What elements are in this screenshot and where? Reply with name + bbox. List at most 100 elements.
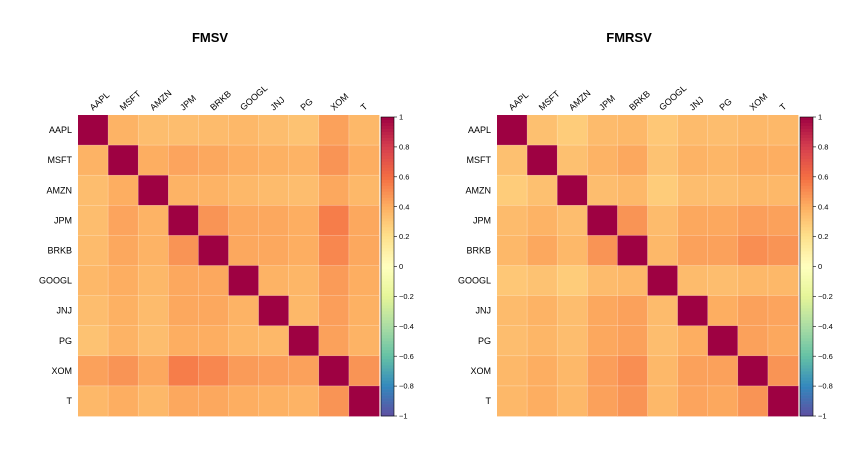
fmsv-col-label-amzn: AMZN	[148, 88, 174, 112]
fmrsv-cell-JPM-JNJ	[677, 205, 709, 236]
fmsv-row-label-jnj: JNJ	[57, 306, 73, 316]
fmsv-cell-GOOGL-XOM	[318, 265, 350, 296]
fmsv-cell-JNJ-JPM	[168, 295, 199, 327]
fmsv-colorbar-segment	[381, 281, 394, 285]
fmrsv-cell-XOM-JPM	[587, 355, 618, 387]
fmsv-cell-T-PG	[288, 385, 320, 417]
fmrsv-colorbar-segment	[800, 407, 813, 411]
fmsv-colorbar-segment	[381, 182, 394, 187]
fmsv-cell-MSFT-T	[348, 145, 380, 176]
fmrsv-colorbar-segment	[800, 182, 813, 187]
fmrsv-colorbar-segment	[800, 317, 813, 321]
fmrsv-colorbar-segment	[800, 341, 813, 345]
fmrsv-colorbar-segment	[800, 251, 813, 255]
fmsv-colorbar-segment	[381, 380, 394, 384]
fmrsv-colorbar-segment	[800, 140, 813, 145]
fmsv-colorbar-segment	[381, 341, 394, 345]
fmrsv-cell-JPM-T	[767, 205, 799, 236]
fmsv-cell-JNJ-JNJ	[258, 295, 290, 327]
fmsv-colorbar-segment	[381, 188, 394, 193]
fmrsv-row-label-t: T	[486, 396, 492, 406]
fmrsv-colorbar-segment	[800, 248, 813, 252]
fmrsv-colorbar-segment	[800, 359, 813, 363]
fmsv-cell-JPM-JNJ	[258, 205, 290, 236]
fmsv-colorbar-segment	[381, 140, 394, 145]
fmsv-cell-T-BRKB	[198, 385, 229, 417]
fmsv-colorbar-segment	[381, 170, 394, 175]
fmsv-cell-JNJ-GOOGL	[228, 295, 259, 327]
fmsv-colorbar-segment	[381, 287, 394, 291]
fmsv-colorbar-segment	[381, 302, 394, 306]
fmrsv-colorbar-segment	[800, 233, 813, 237]
fmsv-col-label-xom: XOM	[328, 91, 350, 112]
fmsv-colorbar-segment	[381, 329, 394, 333]
fmsv-cell-BRKB-BRKB	[198, 235, 229, 266]
fmsv-colorbar-segment	[381, 209, 394, 213]
fmsv-row-label-pg: PG	[59, 336, 72, 346]
fmsv-cell-BRKB-AMZN	[138, 235, 169, 266]
fmrsv-colorbar-segment	[800, 152, 813, 157]
fmrsv-colorbar-tick-label: 0.2	[818, 232, 828, 241]
fmsv-colorbar-segment	[381, 119, 394, 124]
fmrsv-colorbar-segment	[800, 329, 813, 333]
fmsv-cell-XOM-BRKB	[198, 355, 229, 387]
fmrsv-colorbar-segment	[800, 206, 813, 210]
fmsv-cell-GOOGL-T	[348, 265, 380, 296]
fmrsv-colorbar-segment	[800, 281, 813, 285]
fmsv-cell-XOM-AMZN	[138, 355, 169, 387]
fmrsv-cell-GOOGL-AAPL	[497, 265, 528, 296]
fmrsv-colorbar-segment	[800, 392, 813, 396]
fmrsv-col-label-pg: PG	[717, 96, 733, 112]
fmsv-row-label-xom: XOM	[51, 366, 72, 376]
fmsv-cell-BRKB-MSFT	[108, 235, 139, 266]
fmrsv-cell-AAPL-XOM	[737, 115, 769, 146]
fmrsv-colorbar-segment	[800, 290, 813, 294]
fmrsv-colorbar-tick-label: 0.6	[818, 172, 828, 181]
fmsv-cell-MSFT-PG	[288, 145, 320, 176]
fmrsv-cell-AAPL-JPM	[587, 115, 618, 146]
fmsv-cell-PG-JPM	[168, 325, 199, 357]
fmsv-colorbar-segment	[381, 251, 394, 255]
fmsv-colorbar-segment	[381, 401, 394, 405]
fmsv-colorbar-segment	[381, 392, 394, 396]
fmrsv-cell-XOM-AMZN	[557, 355, 588, 387]
fmsv-colorbar-segment	[381, 158, 394, 163]
fmrsv-col-label-jnj: JNJ	[687, 95, 705, 113]
fmsv-colorbar-segment	[381, 257, 394, 261]
fmsv-cell-GOOGL-AMZN	[138, 265, 169, 296]
fmrsv-cell-BRKB-JNJ	[677, 235, 709, 266]
fmrsv-cell-JNJ-JPM	[587, 295, 618, 327]
fmrsv-cell-JNJ-MSFT	[527, 295, 558, 327]
fmsv-cell-AMZN-XOM	[318, 175, 350, 206]
fmrsv-row-label-googl: GOOGL	[458, 276, 491, 286]
fmsv-cell-BRKB-AAPL	[78, 235, 109, 266]
fmsv-colorbar-segment	[381, 200, 394, 205]
fmsv-colorbar-segment	[381, 152, 394, 157]
fmsv-cell-AMZN-PG	[288, 175, 320, 206]
fmrsv-cell-MSFT-T	[767, 145, 799, 176]
fmsv-colorbar-segment	[381, 320, 394, 324]
fmsv-colorbar-segment	[381, 269, 394, 273]
fmrsv-cell-XOM-XOM	[737, 355, 769, 387]
fmsv-colorbar-segment	[381, 347, 394, 351]
fmsv-colorbar-segment	[381, 179, 394, 184]
fmsv-cell-MSFT-JPM	[168, 145, 199, 176]
fmsv-colorbar-segment	[381, 344, 394, 348]
fmrsv-colorbar-segment	[800, 386, 813, 390]
fmsv-cell-JPM-GOOGL	[228, 205, 259, 236]
fmrsv-cell-AMZN-BRKB	[617, 175, 648, 206]
fmrsv-cell-PG-MSFT	[527, 325, 558, 357]
fmrsv-colorbar-segment	[800, 137, 813, 142]
fmsv-colorbar-segment	[381, 353, 394, 357]
fmrsv-cell-MSFT-JPM	[587, 145, 618, 176]
fmrsv-colorbar-segment	[800, 311, 813, 315]
fmsv-cell-XOM-XOM	[318, 355, 350, 387]
fmrsv-cell-JPM-PG	[707, 205, 739, 236]
fmrsv-panel: FMRSVAAPLMSFTAMZNJPMBRKBGOOGLJNJPGXOMTAA…	[458, 30, 833, 421]
fmsv-cell-PG-JNJ	[258, 325, 290, 357]
fmsv-colorbar-segment	[381, 230, 394, 234]
fmrsv-cell-AMZN-AMZN	[557, 175, 588, 206]
fmsv-colorbar-segment	[381, 395, 394, 399]
fmsv-col-label-brkb: BRKB	[208, 89, 233, 113]
fmrsv-col-label-googl: GOOGL	[657, 83, 688, 113]
